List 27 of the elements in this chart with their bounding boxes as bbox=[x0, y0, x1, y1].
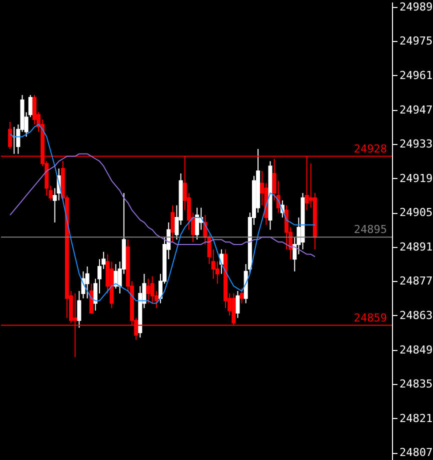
y-tick-label: 24933 bbox=[400, 138, 433, 151]
y-tick-label: 24989 bbox=[400, 0, 433, 14]
y-tick-label: 24849 bbox=[400, 343, 433, 356]
y-tick-label: 24947 bbox=[400, 103, 433, 116]
y-tick-label: 24835 bbox=[400, 378, 433, 391]
y-tick-label: 24961 bbox=[400, 68, 433, 82]
candlestick bbox=[240, 288, 244, 304]
candlestick bbox=[8, 122, 12, 150]
y-tick-label: 24891 bbox=[400, 240, 433, 254]
y-tick-label: 24821 bbox=[400, 412, 433, 425]
candlestick bbox=[146, 278, 150, 304]
ref-line-label: 24928 bbox=[354, 142, 387, 156]
ref-line-label: 24859 bbox=[354, 311, 387, 324]
candlestick bbox=[85, 266, 90, 299]
y-tick-label: 24905 bbox=[400, 206, 433, 220]
candlestick bbox=[236, 290, 240, 318]
candlestick bbox=[195, 207, 200, 240]
y-tick-label: 24919 bbox=[400, 172, 433, 185]
candlestick bbox=[89, 283, 94, 314]
candlestick bbox=[114, 264, 118, 290]
ref-line-label: 24895 bbox=[354, 223, 387, 236]
y-tick-label: 24877 bbox=[400, 274, 433, 288]
candlestick bbox=[170, 204, 175, 243]
y-tick-label: 24807 bbox=[400, 446, 433, 460]
candlestick bbox=[150, 276, 154, 304]
y-tick-label: 24863 bbox=[400, 308, 433, 322]
y-tick-label: 24975 bbox=[400, 34, 433, 48]
